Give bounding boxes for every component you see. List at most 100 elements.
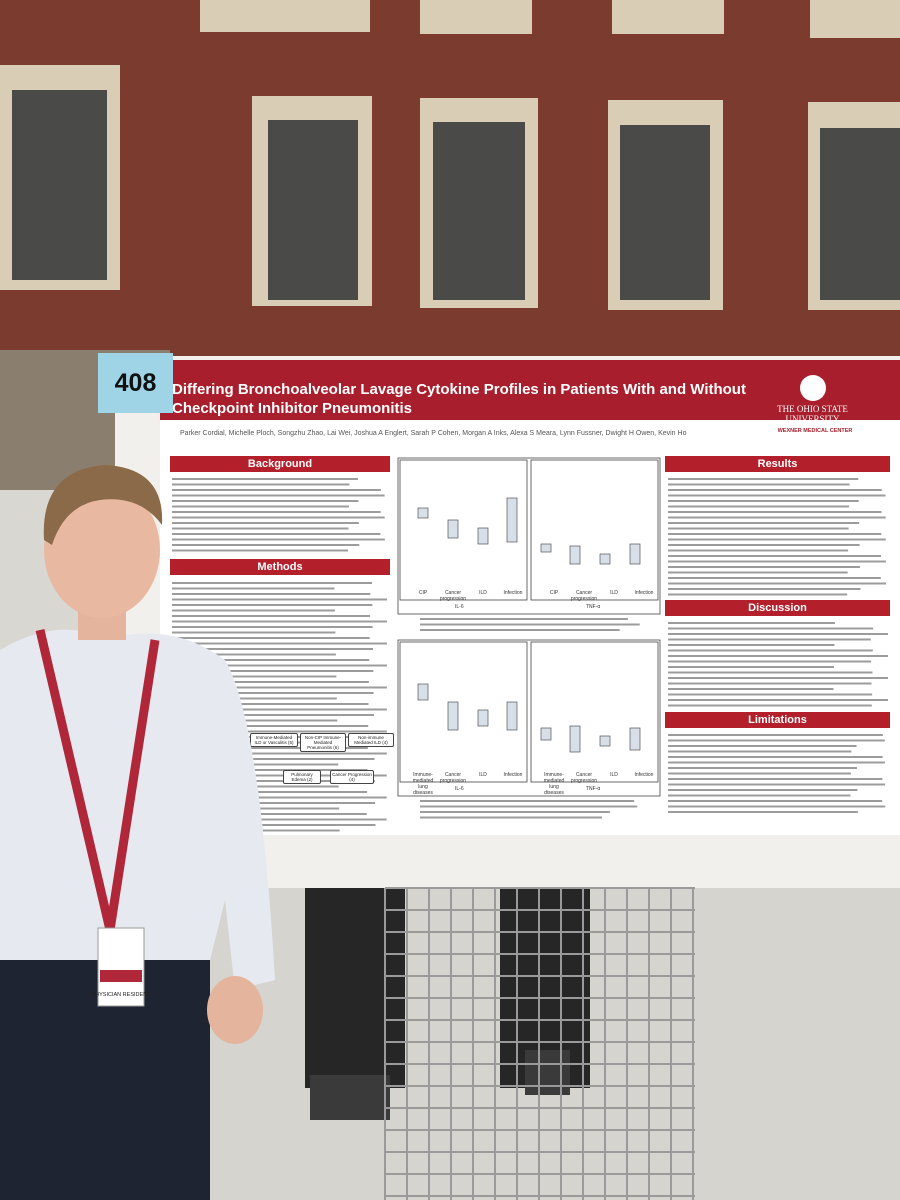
text-line [668, 638, 871, 641]
institution-center: WEXNER MEDICAL CENTER [777, 428, 853, 434]
section-heading: Results [665, 456, 890, 472]
text-line [172, 587, 335, 590]
text-line [668, 745, 857, 747]
window-glass [12, 90, 900, 300]
axis-category-label: CIP [549, 590, 559, 596]
text-line [668, 677, 888, 679]
axis-category-label: Cancer progression [570, 590, 598, 602]
section-heading: Methods [170, 559, 390, 575]
flowchart-box: Immune-Mediated ILD or Vasculitis (5) [250, 733, 298, 747]
axis-category-label: ILD [479, 590, 487, 596]
text-line [172, 791, 368, 793]
text-line [172, 483, 350, 486]
panel-label: TNF-α [586, 786, 601, 792]
text-line [668, 571, 848, 574]
text-line [668, 478, 859, 480]
text-line [172, 785, 339, 788]
text-line [172, 697, 337, 700]
flowchart-box: Pulmonary Edema (2) [283, 770, 321, 784]
text-line [420, 618, 628, 620]
text-line [172, 664, 387, 667]
text-line [172, 494, 385, 497]
text-line [668, 772, 851, 775]
text-line [668, 704, 872, 707]
text-line [172, 626, 373, 628]
text-line [668, 671, 873, 674]
text-line [420, 800, 635, 802]
text-line [172, 692, 374, 694]
text-line [172, 527, 349, 530]
text-line [668, 649, 873, 652]
axis-category-label: Infection [634, 772, 654, 778]
logo [800, 375, 826, 401]
axis-category-label: Infection [503, 590, 523, 596]
text-line [668, 655, 888, 657]
poster-authors: Parker Cordial, Michelle Ploch, Songzhu … [180, 430, 687, 437]
text-line [172, 714, 374, 716]
people-behind [305, 888, 590, 1120]
text-line [668, 622, 835, 624]
text-line [668, 505, 850, 508]
poster [160, 360, 900, 835]
text-line [668, 778, 883, 780]
text-line [668, 805, 886, 808]
section-heading: Discussion [665, 600, 890, 616]
section-heading: Limitations [665, 712, 890, 728]
text-line [668, 627, 874, 630]
text-line [668, 767, 857, 769]
text-line [172, 719, 338, 722]
text-line [172, 489, 381, 491]
axis-category-label: Cancer progression [439, 772, 467, 784]
text-line [668, 800, 883, 802]
text-line [668, 483, 850, 486]
axis-category-label: ILD [479, 772, 487, 778]
text-line [172, 631, 336, 634]
panel-label: IL-6 [455, 786, 464, 792]
text-line [172, 758, 375, 760]
text-line [172, 648, 373, 650]
text-line [172, 505, 349, 508]
text-line [172, 752, 387, 755]
text-line [172, 637, 370, 639]
text-line [172, 538, 385, 541]
display-stand [384, 887, 695, 1200]
text-line [668, 783, 886, 786]
text-line [172, 544, 360, 546]
text-line [172, 620, 387, 623]
axis-category-label: Infection [503, 772, 523, 778]
text-line [668, 811, 858, 813]
text-line [668, 577, 881, 579]
text-line [668, 734, 883, 736]
text-line [668, 750, 852, 753]
poster-number-tag: 408 [98, 353, 173, 413]
flowchart-box: Cancer Progression (4) [330, 770, 374, 784]
text-line [172, 500, 359, 502]
text-line [668, 516, 886, 519]
axis-category-label: CIP [418, 590, 428, 596]
text-line [172, 670, 374, 672]
text-line [172, 802, 376, 804]
text-line [668, 699, 888, 701]
axis-category-label: Immune-mediated lung diseases [543, 772, 565, 796]
text-line [668, 688, 834, 690]
text-line [172, 522, 359, 524]
text-line [172, 593, 371, 595]
text-line [668, 566, 861, 568]
poster-title: Differing Bronchoalveolar Lavage Cytokin… [172, 381, 746, 417]
axis-category-label: Cancer progression [439, 590, 467, 602]
text-line [668, 560, 886, 563]
text-line [668, 549, 849, 552]
text-line [668, 739, 885, 742]
text-line [172, 813, 367, 815]
text-line [668, 593, 848, 596]
text-line [172, 598, 387, 601]
figure-frames [397, 457, 661, 797]
text-line [172, 807, 340, 810]
text-line [668, 633, 888, 635]
text-line [668, 511, 882, 513]
text-line [668, 761, 885, 764]
text-line [172, 609, 335, 612]
text-line [172, 686, 387, 689]
